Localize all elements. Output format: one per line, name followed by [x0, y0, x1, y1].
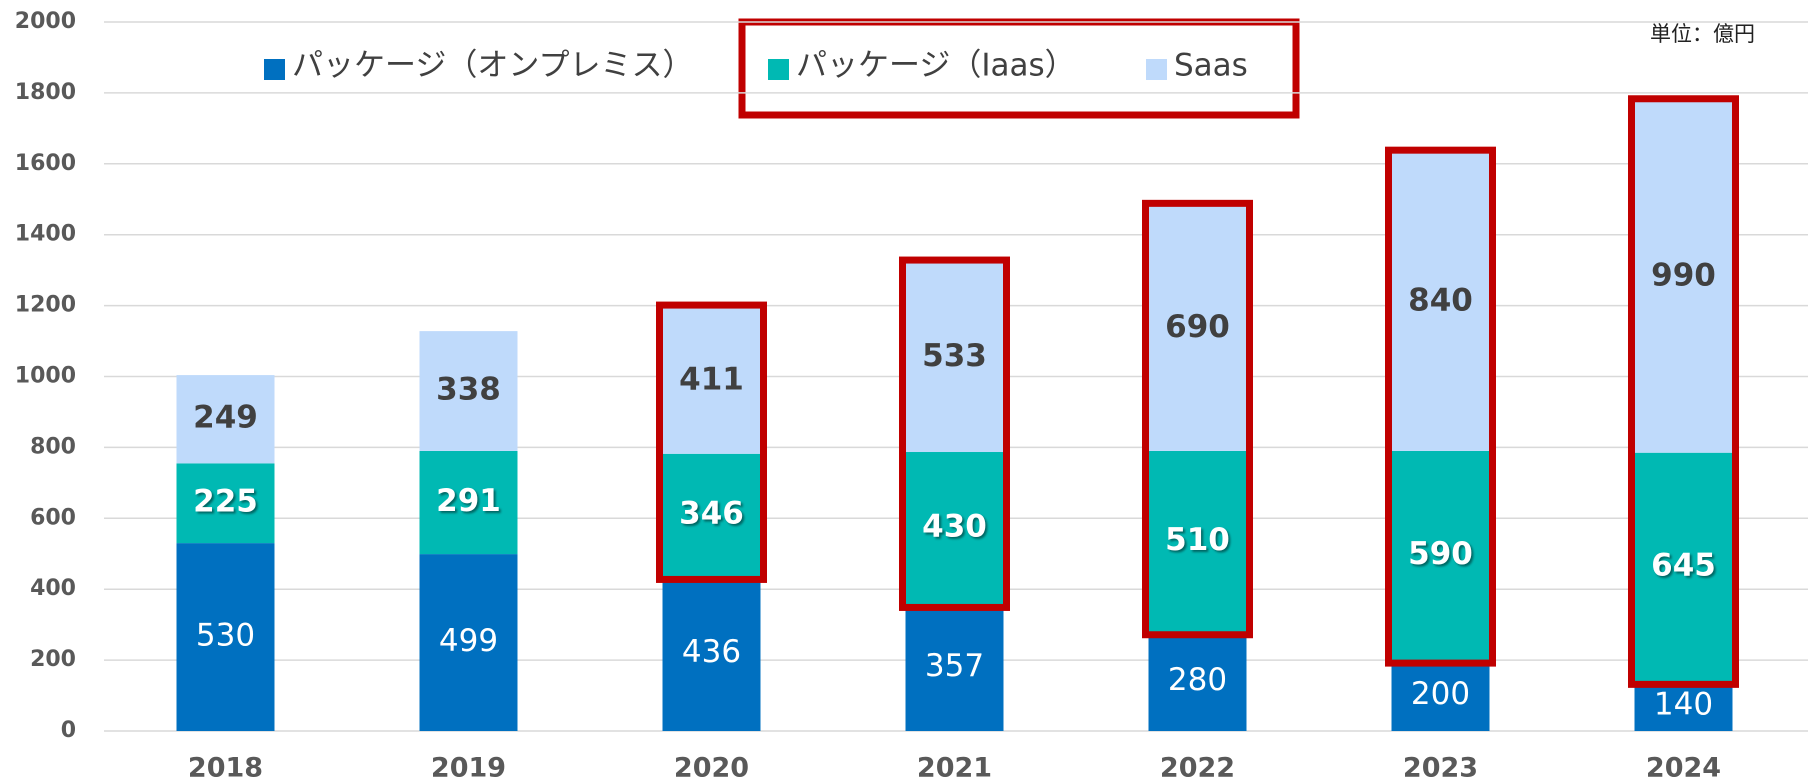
bar-segment [905, 452, 1004, 605]
highlight-box [1142, 199, 1253, 639]
highlight-box [1385, 146, 1496, 667]
value-label: 346 [679, 496, 744, 532]
x-tick-label: 2021 [917, 753, 992, 783]
highlight-box [899, 256, 1010, 611]
value-label: 338 [436, 372, 501, 408]
x-tick-label: 2024 [1646, 753, 1721, 783]
value-label: 510 [1165, 522, 1230, 558]
bar-segment [419, 450, 518, 555]
y-tick-label: 1000 [15, 364, 76, 389]
value-label: 411 [679, 361, 744, 397]
legend-swatch [768, 59, 789, 80]
value-label: 200 [1411, 676, 1470, 712]
x-tick-label: 2022 [1160, 753, 1235, 783]
value-label: 990 [1651, 258, 1716, 294]
bar-segment [1148, 631, 1247, 731]
value-label: 140 [1654, 687, 1713, 723]
bar-segment [176, 543, 275, 731]
bar-segment [1634, 681, 1733, 731]
bar-segment [1634, 101, 1733, 453]
bar-segment [662, 453, 761, 577]
value-label: 291 [436, 483, 501, 519]
y-tick-label: 0 [61, 718, 76, 743]
value-label: 499 [439, 623, 498, 659]
x-tick-label: 2020 [674, 753, 749, 783]
value-label: 645 [1651, 548, 1716, 584]
unit-label: 単位：億円 [1650, 22, 1755, 46]
legend-swatch [264, 59, 285, 80]
bar-segment [662, 576, 761, 731]
bar-segment [1391, 660, 1490, 731]
bar-segment [1391, 153, 1490, 451]
bar-segment [1391, 450, 1490, 661]
highlight-box [656, 301, 767, 583]
y-tick-label: 400 [30, 576, 76, 601]
legend-label: パッケージ（オンプレミス） [292, 48, 693, 84]
value-label: 436 [682, 634, 741, 670]
value-label: 249 [193, 400, 258, 436]
bar-segment [1148, 450, 1247, 632]
bar-segment [419, 554, 518, 731]
value-label: 840 [1408, 283, 1473, 319]
legend-label: パッケージ（Iaas） [796, 48, 1076, 84]
bar-segment [905, 604, 1004, 731]
bar-segment [176, 463, 275, 544]
y-tick-label: 200 [30, 647, 76, 672]
legend-swatch [1146, 59, 1167, 80]
bar-segment [662, 308, 761, 454]
y-tick-label: 1400 [15, 222, 76, 247]
value-label: 430 [922, 509, 987, 545]
value-label: 690 [1165, 309, 1230, 345]
bar-segment [1634, 452, 1733, 682]
value-label: 280 [1168, 662, 1227, 698]
value-label: 530 [196, 618, 255, 654]
bar-segment [1148, 206, 1247, 451]
value-label: 225 [193, 484, 258, 520]
value-label: 533 [922, 338, 987, 374]
x-tick-label: 2023 [1403, 753, 1478, 783]
legend-label: Saas [1174, 48, 1248, 84]
bar-segment [419, 331, 518, 451]
y-tick-label: 1600 [15, 151, 76, 176]
bar-segment [176, 375, 275, 464]
y-tick-label: 1800 [15, 80, 76, 105]
y-tick-label: 600 [30, 505, 76, 530]
x-tick-label: 2018 [188, 753, 263, 783]
value-label: 357 [925, 648, 984, 684]
highlight-box [1628, 95, 1739, 688]
value-label: 590 [1408, 536, 1473, 572]
y-tick-label: 2000 [15, 9, 76, 34]
y-tick-label: 1200 [15, 293, 76, 318]
bar-segment [905, 263, 1004, 453]
x-tick-label: 2019 [431, 753, 506, 783]
y-tick-label: 800 [30, 434, 76, 459]
